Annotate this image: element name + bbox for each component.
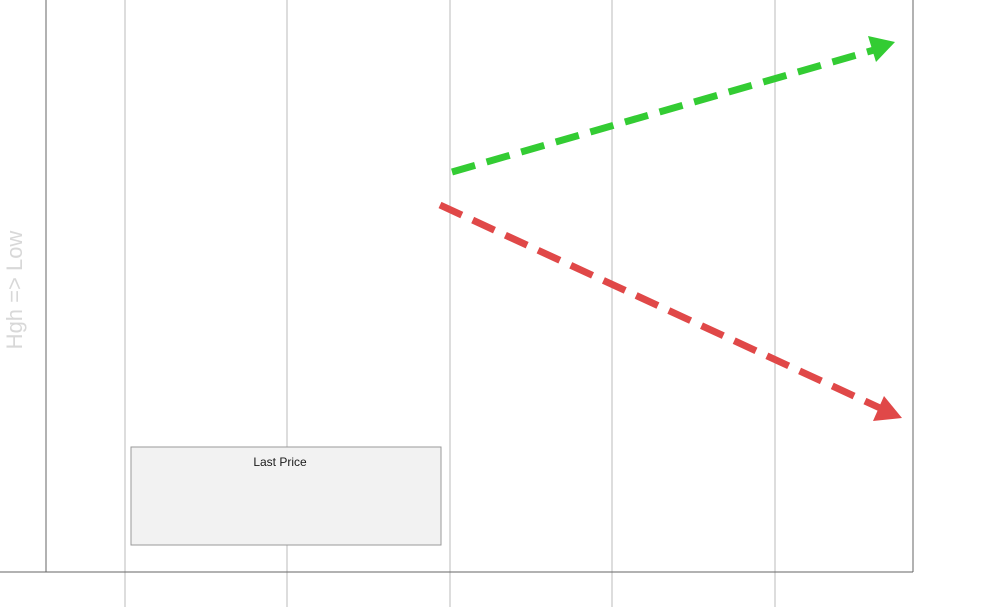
annotation-arrows	[438, 36, 902, 421]
session-separators	[124, 0, 776, 607]
legend: Last Price	[130, 446, 442, 546]
legend-title: Last Price	[253, 455, 307, 469]
legend-box	[130, 446, 442, 546]
trend-arrow-up	[451, 46, 875, 176]
arrow-head	[873, 396, 902, 421]
arrow-head	[868, 36, 895, 62]
y-axis-title: Hgh => Low	[2, 231, 27, 350]
trend-arrow-down	[438, 201, 882, 412]
